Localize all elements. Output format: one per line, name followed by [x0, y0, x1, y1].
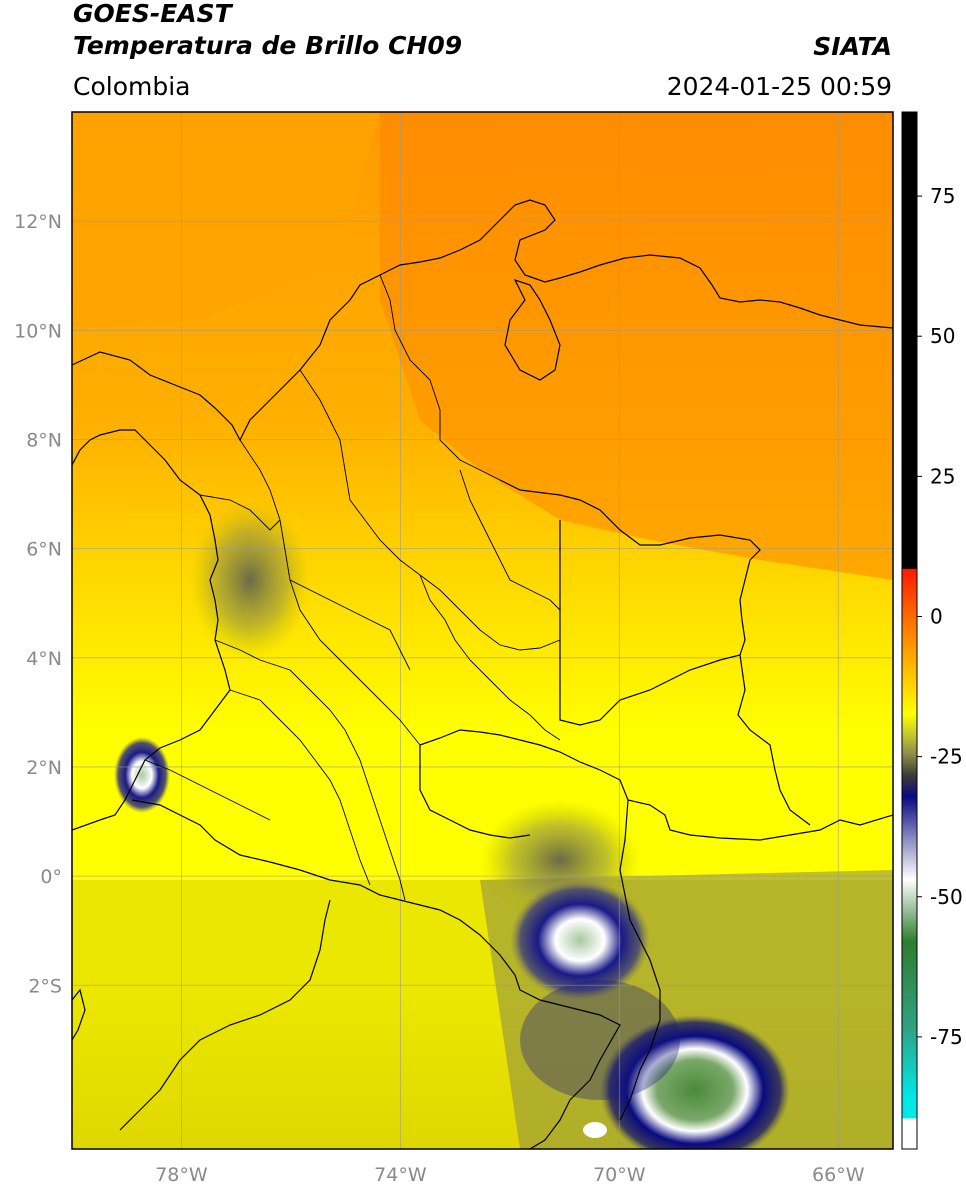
colorbar-tick-label: 0	[930, 604, 943, 628]
colorbar-ticks: 75 50 25 0 -25 -50 -75	[917, 184, 963, 1049]
lat-tick-label: 8°N	[26, 429, 62, 451]
latitude-axis: 12°N 10°N 8°N 6°N 4°N 2°N 0° 2°S	[14, 211, 62, 997]
map-frame	[71, 111, 894, 1150]
department-borders	[144, 274, 561, 901]
colorbar-tick-label: 25	[930, 464, 955, 488]
map-boundaries	[72, 199, 893, 1149]
colorbar-tick-label: 75	[930, 184, 955, 208]
longitude-axis: 78°W 74°W 70°W 66°W	[155, 1164, 864, 1186]
satellite-title: GOES-EAST	[73, 0, 232, 28]
lon-tick-label: 70°W	[593, 1164, 646, 1186]
lon-tick-label: 74°W	[374, 1164, 427, 1186]
lat-tick-label: 4°N	[26, 648, 62, 670]
lat-tick-label: 12°N	[14, 211, 62, 233]
region-label: Colombia	[73, 72, 191, 101]
colorbar	[902, 112, 917, 1149]
colorbar-tick-label: -25	[930, 745, 963, 769]
lat-tick-label: 6°N	[26, 539, 62, 561]
lat-tick-label: 10°N	[14, 320, 62, 342]
map-gridlines	[72, 112, 893, 1149]
lon-tick-label: 66°W	[812, 1164, 865, 1186]
lat-tick-label: 2°S	[28, 975, 62, 997]
colorbar-tick-label: -75	[930, 1025, 963, 1049]
brightness-temperature-field	[72, 112, 893, 1149]
lon-tick-label: 78°W	[155, 1164, 208, 1186]
lat-tick-label: 0°	[40, 866, 62, 888]
datetime-label: 2024-01-25 00:59	[666, 72, 892, 101]
lat-tick-label: 2°N	[26, 757, 62, 779]
brand-label: SIATA	[813, 32, 892, 61]
colorbar-tick-label: -50	[930, 885, 963, 909]
colorbar-tick-label: 50	[930, 324, 955, 348]
product-title: Temperatura de Brillo CH09	[73, 31, 463, 60]
colorbar-frame	[901, 111, 918, 1150]
